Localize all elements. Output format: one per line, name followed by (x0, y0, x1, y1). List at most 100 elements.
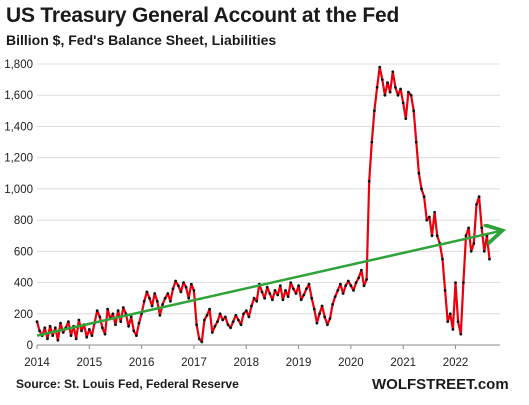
x-tick-label: 2015 (77, 357, 103, 369)
data-point (375, 86, 379, 89)
data-point (284, 289, 287, 292)
data-point (67, 320, 70, 323)
trend-line (36, 231, 500, 337)
data-point (273, 289, 277, 292)
data-point (216, 320, 219, 323)
data-point (192, 289, 196, 292)
data-point (286, 295, 290, 298)
data-point (53, 326, 57, 330)
data-point (467, 226, 470, 230)
data-point (129, 315, 133, 319)
data-point (428, 215, 431, 219)
data-point (119, 320, 123, 323)
trend-arrow (36, 231, 500, 337)
data-point (153, 292, 157, 295)
data-point (407, 90, 410, 94)
data-point (90, 334, 94, 337)
y-tick-label: 1,800 (4, 59, 33, 71)
data-point (451, 328, 455, 331)
data-point (111, 312, 115, 316)
data-point (250, 304, 253, 308)
data-point (242, 312, 246, 316)
data-point (43, 326, 47, 330)
data-point (132, 329, 136, 333)
data-point (205, 313, 209, 317)
data-point (103, 332, 107, 336)
data-point (98, 315, 102, 319)
y-tick-label: 1,000 (4, 184, 33, 196)
data-point (307, 282, 311, 286)
data-point (469, 249, 473, 253)
data-point (409, 93, 413, 97)
data-point (365, 278, 368, 281)
data-point (278, 284, 282, 288)
data-point (305, 287, 308, 291)
x-tick-label: 2014 (24, 357, 50, 369)
data-point (69, 334, 73, 337)
chart-title: US Treasury General Account at the Fed (6, 4, 400, 27)
data-point (391, 70, 395, 74)
data-point (244, 309, 248, 313)
data-point (189, 282, 193, 286)
data-point (388, 90, 392, 94)
data-point (294, 292, 298, 295)
data-point (142, 299, 146, 303)
series-markers (35, 65, 491, 344)
data-point (85, 335, 89, 339)
y-tick-label: 400 (14, 278, 33, 290)
data-point (430, 234, 434, 238)
data-point (59, 321, 62, 325)
data-point (48, 324, 52, 328)
data-point (310, 296, 314, 300)
brand-logo: WOLFSTREET.com (372, 376, 509, 393)
data-point (166, 292, 170, 295)
data-point (399, 87, 402, 91)
x-tick-label: 2019 (286, 357, 312, 369)
data-point (46, 337, 49, 341)
data-point (161, 303, 165, 306)
data-point (116, 309, 120, 313)
data-point (145, 290, 149, 294)
data-point (223, 315, 227, 319)
x-tick-label: 2018 (233, 357, 259, 369)
y-tick-label: 200 (14, 309, 33, 321)
data-point (318, 312, 321, 316)
data-point (480, 226, 484, 230)
data-point (239, 323, 243, 327)
data-point (260, 290, 264, 294)
data-point (417, 171, 421, 175)
data-point (401, 101, 405, 105)
data-point (171, 287, 175, 291)
data-point (51, 334, 55, 337)
data-point (441, 257, 444, 261)
data-point (435, 234, 439, 238)
data-point (197, 337, 201, 341)
data-point (174, 279, 178, 283)
data-point (297, 284, 300, 288)
data-point (339, 282, 342, 286)
data-point (289, 281, 293, 284)
data-point (446, 320, 450, 323)
data-point (229, 326, 233, 330)
data-point (121, 306, 125, 309)
data-point (320, 304, 324, 308)
data-point (346, 279, 350, 283)
x-tick-label: 2020 (338, 357, 364, 369)
data-point (370, 140, 374, 144)
data-point (255, 299, 259, 303)
data-point (127, 324, 130, 328)
data-point (328, 317, 332, 320)
data-point (137, 321, 141, 325)
data-point (383, 93, 387, 97)
data-point (169, 299, 172, 303)
data-point (268, 292, 272, 295)
data-point (425, 218, 429, 222)
data-point (386, 81, 389, 85)
data-point (404, 117, 408, 120)
y-tick-label: 1,400 (4, 121, 33, 133)
data-point (281, 298, 285, 302)
gridlines (37, 63, 500, 346)
data-point (106, 307, 109, 311)
data-point (61, 331, 65, 334)
data-point (163, 296, 167, 300)
